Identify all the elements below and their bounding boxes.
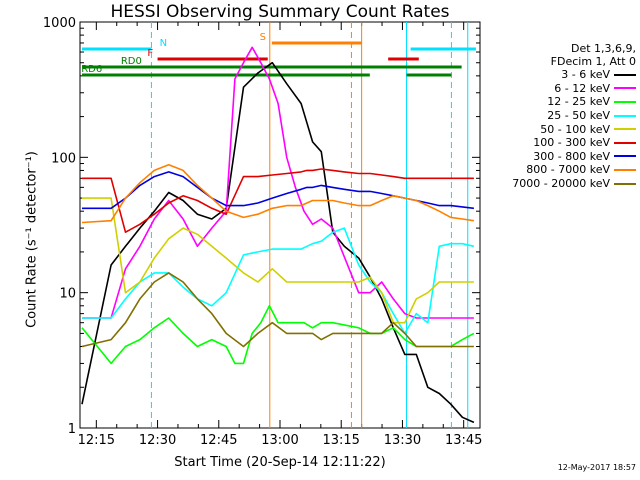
legend-swatch (614, 155, 636, 158)
legend-entry-label: 100 - 300 keV (533, 136, 610, 150)
legend-header-line-2: FDecim 1, Att 0 (550, 55, 636, 68)
legend-entry-label: 6 - 12 keV (554, 81, 610, 95)
flag-label: S (260, 32, 266, 43)
y-axis-label: Count Rate (s⁻¹ detector⁻¹) (24, 151, 40, 328)
x-tick-label: 13:00 (261, 433, 298, 448)
x-axis-label: Start Time (20-Sep-14 12:11:22) (174, 455, 386, 470)
legend-entry-label: 3 - 6 keV (561, 68, 610, 82)
legend-swatch (614, 114, 636, 117)
legend-entry: 12 - 25 keV (482, 95, 636, 109)
legend-entry-label: 50 - 100 keV (540, 122, 610, 136)
flag-label: F (147, 48, 153, 59)
y-tick-label: 100 (51, 151, 76, 166)
legend-entry: 100 - 300 keV (482, 136, 636, 150)
legend-entry: 7000 - 20000 keV (482, 177, 636, 191)
y-tick-label: 1 (68, 422, 76, 437)
x-tick-label: 13:45 (445, 433, 482, 448)
x-tick-label: 13:15 (322, 433, 359, 448)
legend-entry-label: 800 - 7000 keV (526, 163, 610, 177)
legend-entry-label: 7000 - 20000 keV (512, 177, 610, 191)
legend-entry: 300 - 800 keV (482, 150, 636, 164)
legend-entry-label: 25 - 50 keV (547, 109, 610, 123)
legend-entry: 25 - 50 keV (482, 109, 636, 123)
legend-entries: 3 - 6 keV 6 - 12 keV 12 - 25 keV 25 - 50 ke… (482, 68, 636, 190)
legend-swatch (614, 73, 636, 76)
legend-swatch (614, 100, 636, 103)
series-line (82, 168, 474, 233)
legend-entry: 3 - 6 keV (482, 68, 636, 82)
series-line (82, 197, 474, 324)
legend-swatch (614, 182, 636, 185)
x-tick-label: 13:30 (384, 433, 421, 448)
legend-entry-label: 12 - 25 keV (547, 95, 610, 109)
series-line (81, 61, 475, 424)
y-tick-label: 1000 (43, 16, 76, 31)
series-line (81, 272, 474, 348)
legend-entry: 50 - 100 keV (482, 122, 636, 136)
legend-swatch (614, 141, 636, 144)
legend-swatch (614, 87, 636, 90)
footer-timestamp: 12-May-2017 18:57 (557, 463, 636, 472)
legend-swatch (614, 168, 636, 171)
legend-entry: 800 - 7000 keV (482, 163, 636, 177)
series-line (81, 164, 475, 224)
y-tick-label: 10 (59, 287, 76, 302)
legend: Det 1,3,6,9, FDecim 1, Att 0 3 - 6 keV 6 … (482, 42, 636, 190)
series-line (81, 305, 475, 365)
legend-entry-label: 300 - 800 keV (533, 149, 610, 163)
flag-label: N (160, 38, 167, 49)
series-line (82, 46, 474, 319)
x-tick-label: 12:15 (78, 433, 115, 448)
legend-header-line-1: Det 1,3,6,9, (570, 42, 636, 55)
series-line (82, 171, 474, 210)
legend-entry: 6 - 12 keV (482, 82, 636, 96)
x-tick-label: 12:45 (200, 433, 237, 448)
chart-title: HESSI Observing Summary Count Rates (110, 2, 450, 22)
flag-label: RD6 (81, 64, 102, 75)
flag-label: RD0 (121, 56, 142, 67)
x-tick-label: 12:30 (139, 433, 176, 448)
legend-swatch (614, 128, 636, 131)
